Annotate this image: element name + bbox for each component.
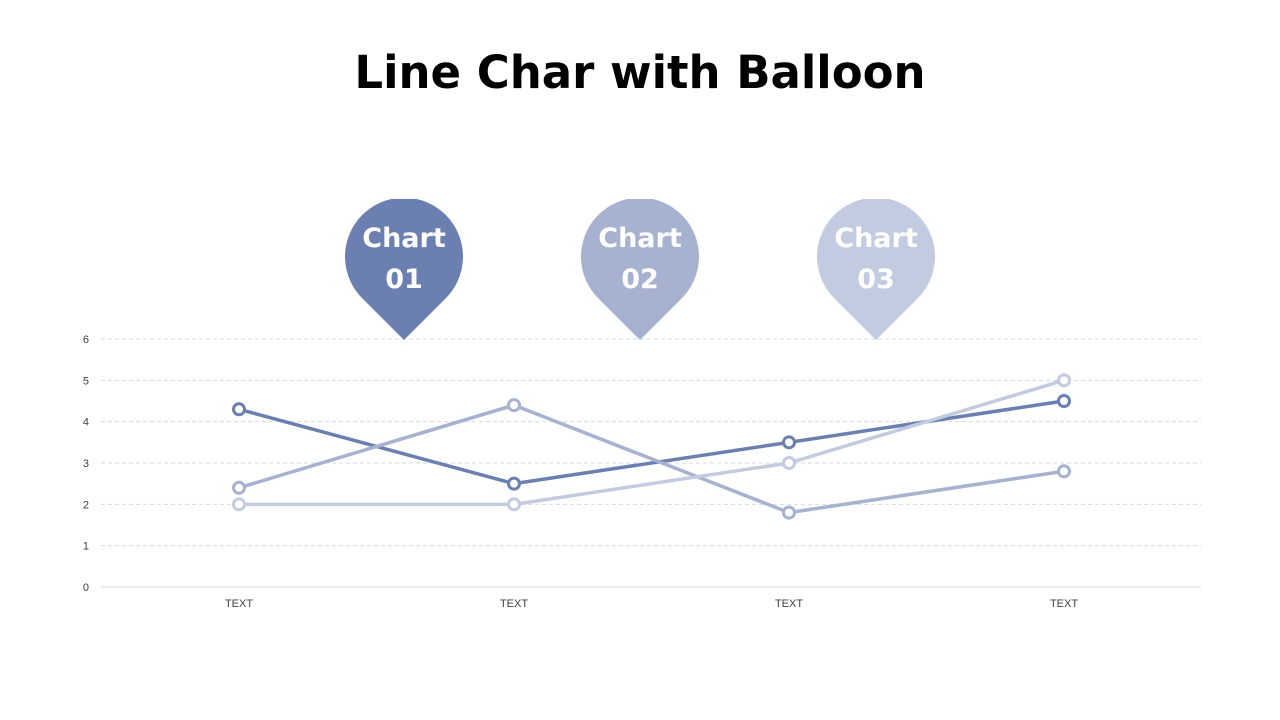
data-point-s2-4: [1057, 464, 1071, 479]
series-line-1: [237, 399, 1066, 486]
y-tick-label: 3: [83, 458, 89, 470]
data-point-s1-2: [507, 476, 521, 491]
balloon-label-line1: Chart: [598, 223, 682, 254]
y-tick-label: 5: [83, 375, 89, 387]
data-point-s1-1: [232, 402, 246, 417]
y-tick-label: 0: [83, 582, 89, 594]
data-point-s2-3: [782, 505, 796, 520]
data-point-s3-3: [782, 456, 796, 470]
balloon-chart-03: Chart 03: [817, 199, 935, 341]
balloon-label-line1: Chart: [834, 223, 918, 254]
data-point-s3-1: [232, 497, 246, 512]
x-tick-label: TEXT: [1050, 598, 1078, 610]
data-point-s2-2: [507, 398, 521, 413]
x-tick-label: TEXT: [500, 598, 528, 610]
y-tick-label: 2: [83, 499, 89, 511]
page-title: Line Char with Balloon: [354, 46, 926, 99]
balloon-label-line2: 01: [385, 264, 423, 295]
balloon-label-line2: 03: [857, 264, 895, 295]
data-point-s3-2: [507, 497, 521, 512]
x-tick-label: TEXT: [775, 598, 803, 610]
series-line-3: [237, 378, 1066, 507]
data-point-s2-1: [232, 480, 246, 495]
series-line-2: [237, 403, 1066, 515]
y-tick-label: 1: [83, 541, 89, 553]
data-point-s1-3: [782, 435, 796, 450]
balloon-chart-02: Chart 02: [581, 199, 699, 341]
y-tick-label: 4: [83, 417, 89, 429]
y-tick-label: 6: [83, 334, 89, 346]
balloon-marker-icon: [345, 199, 463, 340]
balloon-label-line1: Chart: [362, 223, 446, 254]
data-points: [232, 373, 1071, 520]
balloon-marker-icon: [581, 199, 699, 340]
balloon-label-line2: 02: [621, 264, 659, 295]
balloon-marker-icon: [817, 199, 935, 340]
data-point-s1-4: [1057, 394, 1071, 408]
axes: 0 1 2 3 4 5 6 TEXT TEXT TEXT TEXT: [83, 334, 1201, 610]
series-lines: [237, 378, 1066, 515]
data-point-s3-4: [1057, 373, 1071, 388]
grid-lines: [101, 338, 1201, 547]
balloon-chart-01: Chart 01: [345, 199, 463, 341]
x-tick-label: TEXT: [225, 598, 253, 610]
